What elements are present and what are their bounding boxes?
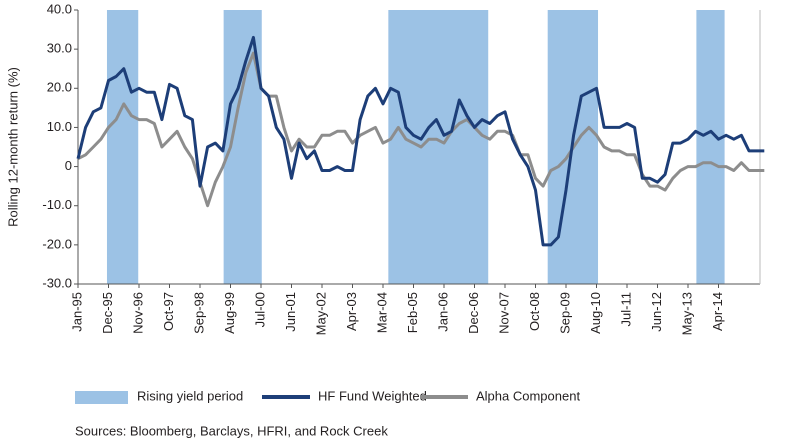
rising-yield-band [696, 10, 725, 284]
x-tick-label: Oct-97 [161, 292, 176, 331]
y-tick-label: 30.0 [47, 41, 72, 56]
x-tick-label: Sep-98 [191, 292, 206, 334]
x-tick-label: May-13 [679, 292, 694, 335]
legend-label: Rising yield period [137, 388, 243, 403]
series-line [77, 51, 765, 208]
y-tick-label: -10.0 [42, 197, 72, 212]
x-tick-label: Jul-00 [252, 292, 267, 327]
x-tick-label: Oct-08 [527, 292, 542, 331]
x-tick-label: Jul-11 [618, 292, 633, 326]
x-tick-label: May-02 [313, 292, 328, 335]
x-tick-label: Apr-14 [710, 292, 725, 331]
x-tick-label: Sep-09 [557, 292, 572, 334]
series-line [76, 35, 765, 247]
x-tick-label: Mar-04 [374, 292, 389, 333]
y-axis-title: Rolling 12-month return (%) [5, 67, 20, 227]
legend-swatch [75, 391, 128, 404]
x-tick-label: Nov-07 [496, 292, 511, 334]
x-tick-label: Jan-06 [435, 292, 450, 332]
y-tick-label: 20.0 [47, 80, 72, 95]
legend-label: Alpha Component [476, 388, 580, 403]
x-tick-label: Feb-05 [405, 292, 420, 333]
y-tick-label: 40.0 [47, 1, 72, 16]
rising-yield-band [106, 10, 139, 284]
y-tick-label: -20.0 [42, 236, 72, 251]
sources-note: Sources: Bloomberg, Barclays, HFRI, and … [75, 423, 388, 438]
x-tick-label: Aug-10 [588, 292, 603, 334]
y-tick-label: -30.0 [42, 275, 72, 290]
x-tick-label: Nov-96 [130, 292, 145, 334]
x-tick-label: Jan-95 [69, 292, 84, 332]
y-tick-label: 10.0 [47, 119, 72, 134]
x-tick-label: Jun-12 [649, 292, 664, 332]
y-tick-label: 0 [65, 158, 72, 173]
rising-yield-band [388, 10, 489, 284]
x-tick-label: Aug-99 [222, 292, 237, 334]
x-tick-label: Dec-06 [466, 292, 481, 334]
x-tick-label: Jun-01 [283, 292, 298, 332]
x-tick-label: Dec-95 [100, 292, 115, 334]
legend-label: HF Fund Weighted [318, 388, 427, 403]
x-tick-label: Apr-03 [344, 292, 359, 331]
